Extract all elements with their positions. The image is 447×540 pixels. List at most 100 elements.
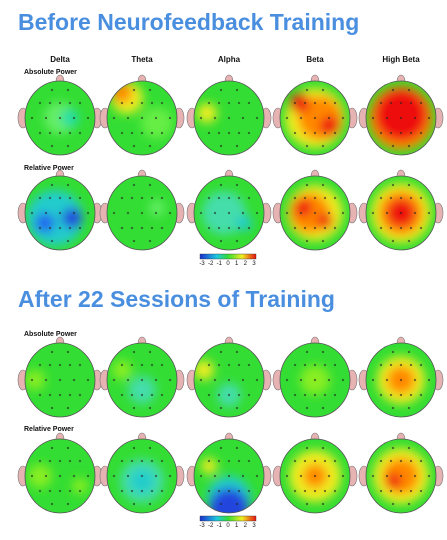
blob <box>25 370 45 390</box>
head-map <box>99 74 185 156</box>
scalp-outline <box>193 80 265 156</box>
electrode <box>389 489 393 493</box>
band-label: High Beta <box>382 55 420 64</box>
electrode <box>399 393 403 397</box>
electrode <box>48 131 52 135</box>
activity <box>285 88 345 148</box>
electrode <box>68 101 72 105</box>
colorbar-tick: -3 <box>199 261 205 267</box>
electrode <box>219 239 223 243</box>
head-map <box>17 169 103 251</box>
electrode <box>72 116 76 120</box>
electrode <box>219 406 223 410</box>
activity <box>371 183 431 243</box>
colorbar <box>199 253 257 260</box>
activity-blobs <box>44 102 79 134</box>
electrode <box>148 406 152 410</box>
electrode <box>379 489 383 493</box>
activity-blobs <box>112 360 156 404</box>
electrode <box>327 116 331 120</box>
electrode <box>237 131 241 135</box>
electrode <box>407 88 411 92</box>
electrode <box>112 378 116 382</box>
electrode <box>227 116 231 120</box>
electrode <box>160 489 164 493</box>
electrode <box>427 116 431 120</box>
blob <box>130 469 154 493</box>
electrode <box>333 101 337 105</box>
electrode <box>399 378 403 382</box>
electrode <box>38 459 42 463</box>
colorbar-tick: -3 <box>199 523 205 529</box>
electrode <box>140 393 144 397</box>
electrode <box>285 378 289 382</box>
electrode <box>140 101 144 105</box>
activity-blobs <box>377 356 425 404</box>
electrode <box>379 363 383 367</box>
electrode <box>38 101 42 105</box>
electrode <box>150 226 154 230</box>
colorbar <box>199 515 257 522</box>
head-map <box>186 336 272 418</box>
electrode <box>407 183 411 187</box>
electrode <box>305 88 309 92</box>
electrode <box>130 226 134 230</box>
electrode <box>235 406 239 410</box>
electrode <box>148 502 152 506</box>
scalp-outline <box>24 80 96 156</box>
electrode <box>227 226 231 230</box>
electrode <box>68 196 72 200</box>
electrode <box>78 226 82 230</box>
electrode <box>299 211 303 215</box>
electrode <box>385 116 389 120</box>
colorbar-tick: 2 <box>244 523 248 529</box>
electrode <box>327 378 331 382</box>
activity <box>202 191 252 235</box>
electrode <box>219 183 223 187</box>
electrode <box>391 406 395 410</box>
activity <box>300 365 330 395</box>
band-label: Alpha <box>218 55 241 64</box>
electrode <box>237 196 241 200</box>
electrode <box>148 350 152 354</box>
electrode <box>44 116 48 120</box>
electrode <box>285 211 289 215</box>
electrode <box>44 211 48 215</box>
electrode <box>120 393 124 397</box>
blob <box>197 103 217 123</box>
electrode <box>305 350 309 354</box>
electrode <box>305 239 309 243</box>
electrode <box>237 459 241 463</box>
electrode <box>407 502 411 506</box>
activity <box>120 459 164 503</box>
electrode <box>371 211 375 215</box>
electrode <box>313 474 317 478</box>
electrode <box>132 446 136 450</box>
electrode <box>341 474 345 478</box>
electrode <box>419 226 423 230</box>
electrode <box>321 88 325 92</box>
electrode <box>235 88 239 92</box>
electrode <box>399 474 403 478</box>
electrode <box>199 378 203 382</box>
activity-blobs <box>120 459 164 503</box>
electrode <box>385 211 389 215</box>
electrode <box>293 226 297 230</box>
electrode <box>227 211 231 215</box>
electrode <box>313 393 317 397</box>
electrode <box>409 363 413 367</box>
activity <box>289 450 341 502</box>
electrode <box>58 474 62 478</box>
electrode <box>303 459 307 463</box>
activity <box>44 102 79 134</box>
electrode <box>305 144 309 148</box>
electrode <box>247 363 251 367</box>
electrode <box>321 183 325 187</box>
electrode <box>217 226 221 230</box>
head-map <box>186 432 272 514</box>
activity-blobs <box>27 190 83 246</box>
activity-blobs <box>371 183 431 243</box>
electrode <box>379 131 383 135</box>
blob <box>303 464 327 488</box>
electrode <box>321 446 325 450</box>
